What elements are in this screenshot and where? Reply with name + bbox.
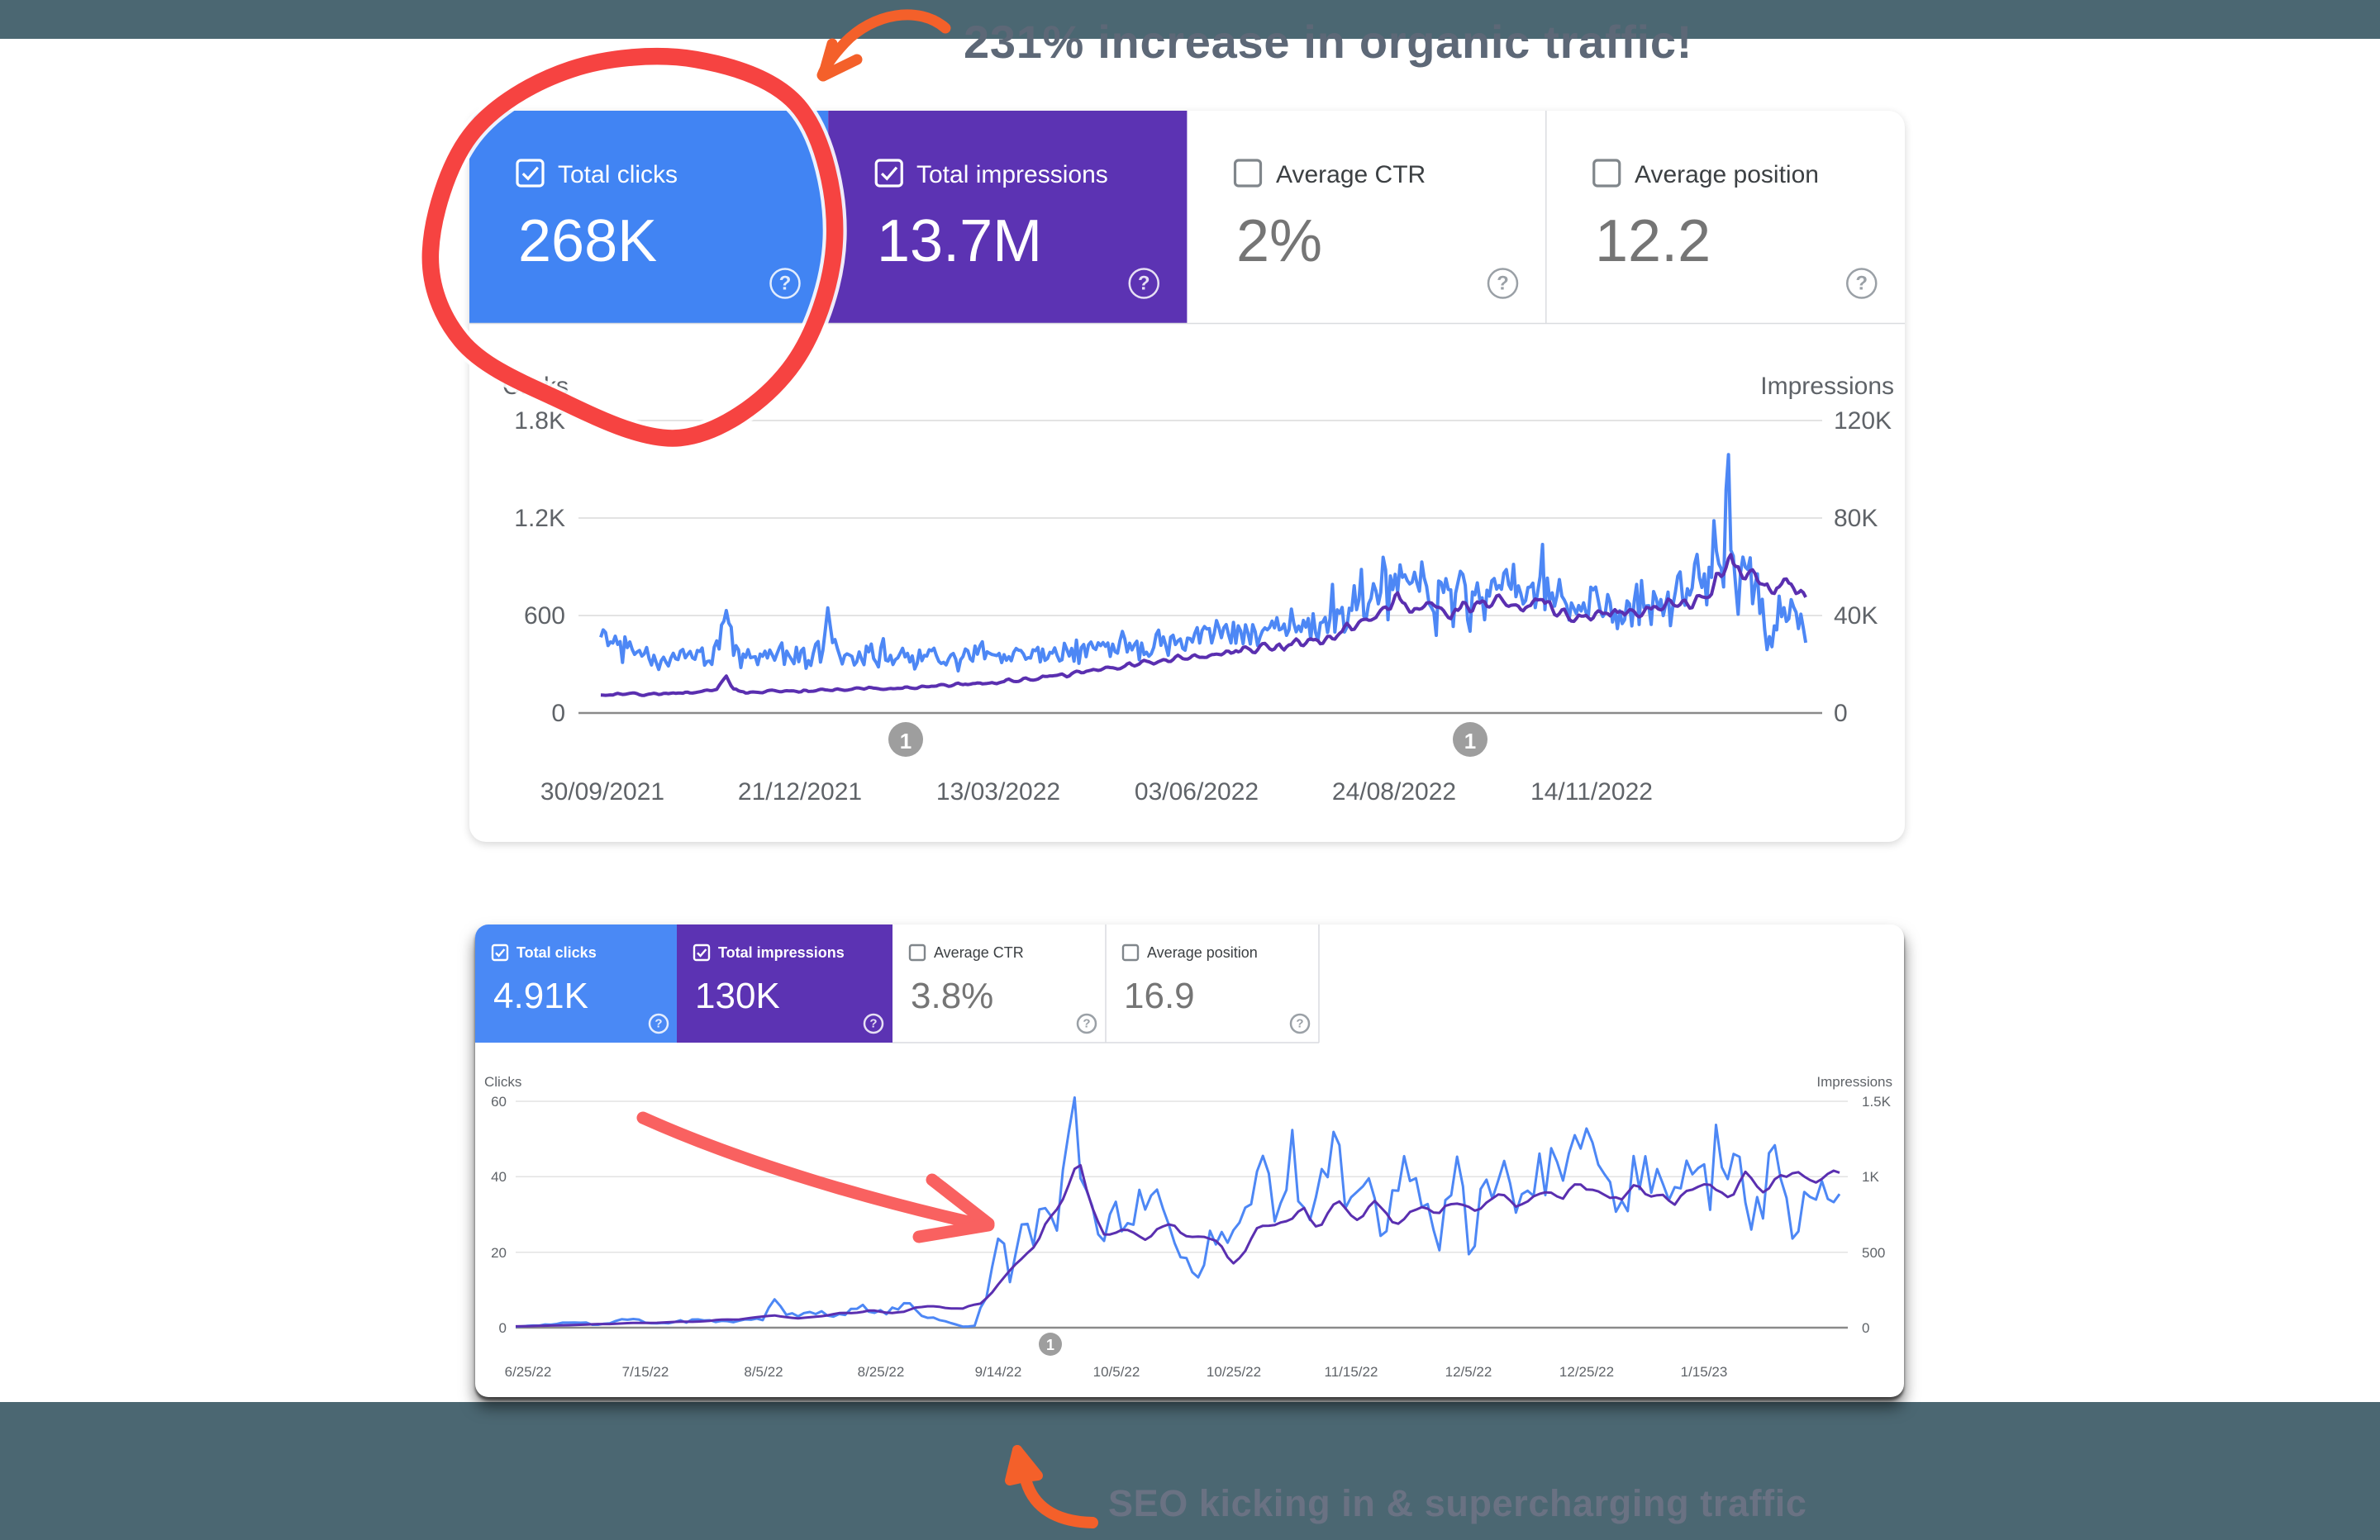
svg-text:1: 1 xyxy=(1464,729,1476,753)
svg-text:12/25/22: 12/25/22 xyxy=(1559,1364,1614,1380)
svg-text:21/12/2021: 21/12/2021 xyxy=(738,778,862,806)
svg-text:1.8K: 1.8K xyxy=(514,407,565,435)
svg-text:1K: 1K xyxy=(1862,1169,1879,1185)
svg-text:?: ? xyxy=(1497,272,1509,294)
svg-text:24/08/2022: 24/08/2022 xyxy=(1332,778,1456,806)
svg-text:Total clicks: Total clicks xyxy=(516,944,597,961)
svg-text:?: ? xyxy=(1855,272,1868,294)
svg-text:500: 500 xyxy=(1862,1245,1885,1261)
svg-text:0: 0 xyxy=(1834,700,1848,727)
svg-text:0: 0 xyxy=(499,1320,507,1336)
svg-text:20: 20 xyxy=(491,1245,507,1261)
svg-text:?: ? xyxy=(1083,1017,1090,1031)
svg-text:10/25/22: 10/25/22 xyxy=(1207,1364,1261,1380)
svg-text:1.5K: 1.5K xyxy=(1862,1094,1892,1110)
svg-text:Total impressions: Total impressions xyxy=(718,944,845,961)
svg-text:11/15/22: 11/15/22 xyxy=(1325,1364,1378,1380)
svg-text:1.2K: 1.2K xyxy=(514,505,565,532)
svg-text:4.91K: 4.91K xyxy=(493,976,588,1016)
svg-text:600: 600 xyxy=(524,602,565,630)
svg-text:14/11/2022: 14/11/2022 xyxy=(1530,778,1653,806)
svg-text:40: 40 xyxy=(491,1169,507,1185)
svg-text:?: ? xyxy=(869,1017,877,1031)
svg-text:Average CTR: Average CTR xyxy=(934,944,1024,961)
svg-text:8/25/22: 8/25/22 xyxy=(858,1364,905,1380)
svg-text:268K: 268K xyxy=(518,208,657,274)
svg-text:12/5/22: 12/5/22 xyxy=(1445,1364,1492,1380)
svg-text:?: ? xyxy=(654,1017,662,1031)
svg-text:Average position: Average position xyxy=(1635,161,1819,188)
svg-text:30/09/2021: 30/09/2021 xyxy=(540,778,664,806)
svg-text:Total impressions: Total impressions xyxy=(916,161,1108,188)
svg-text:130K: 130K xyxy=(695,976,780,1016)
svg-text:Average position: Average position xyxy=(1147,944,1258,961)
svg-text:3.8%: 3.8% xyxy=(911,976,993,1016)
svg-text:9/14/22: 9/14/22 xyxy=(975,1364,1022,1380)
svg-text:03/06/2022: 03/06/2022 xyxy=(1135,778,1259,806)
svg-text:Average CTR: Average CTR xyxy=(1276,161,1426,188)
svg-text:1/15/23: 1/15/23 xyxy=(1681,1364,1728,1380)
svg-text:60: 60 xyxy=(491,1094,507,1110)
svg-text:0: 0 xyxy=(551,700,565,727)
svg-text:?: ? xyxy=(779,272,792,294)
svg-text:Total clicks: Total clicks xyxy=(558,161,678,188)
svg-text:13/03/2022: 13/03/2022 xyxy=(936,778,1060,806)
svg-text:Impressions: Impressions xyxy=(1816,1074,1892,1090)
svg-text:0: 0 xyxy=(1862,1320,1869,1336)
svg-text:40K: 40K xyxy=(1834,602,1878,630)
svg-text:80K: 80K xyxy=(1834,505,1878,532)
svg-text:10/5/22: 10/5/22 xyxy=(1093,1364,1140,1380)
svg-text:120K: 120K xyxy=(1834,407,1892,435)
svg-text:Clicks: Clicks xyxy=(502,373,569,400)
svg-text:Impressions: Impressions xyxy=(1760,373,1894,400)
svg-text:?: ? xyxy=(1138,272,1150,294)
svg-text:?: ? xyxy=(1296,1017,1303,1031)
svg-text:8/5/22: 8/5/22 xyxy=(744,1364,783,1380)
svg-text:6/25/22: 6/25/22 xyxy=(505,1364,552,1380)
svg-text:1: 1 xyxy=(1046,1337,1054,1353)
svg-text:1: 1 xyxy=(900,729,912,753)
svg-text:16.9: 16.9 xyxy=(1124,976,1195,1016)
svg-text:7/15/22: 7/15/22 xyxy=(622,1364,669,1380)
svg-text:13.7M: 13.7M xyxy=(877,208,1042,274)
svg-text:2%: 2% xyxy=(1236,208,1322,274)
svg-text:Clicks: Clicks xyxy=(484,1074,521,1090)
svg-text:12.2: 12.2 xyxy=(1595,208,1711,274)
